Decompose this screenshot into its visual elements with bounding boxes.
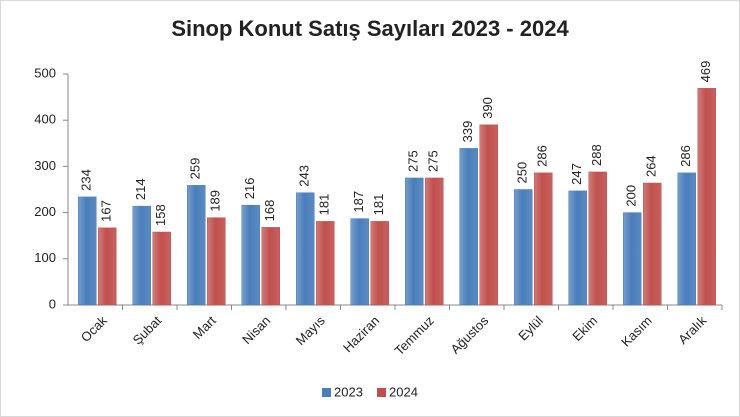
bar: [187, 185, 206, 306]
y-tick-label: 500: [34, 65, 56, 80]
data-label: 181: [317, 194, 332, 216]
bar: [350, 218, 369, 306]
data-label: 286: [535, 145, 550, 167]
data-label: 390: [480, 97, 495, 119]
data-label: 259: [188, 158, 203, 180]
legend-swatch: [377, 388, 386, 397]
data-label: 243: [297, 165, 312, 187]
data-label: 264: [644, 155, 659, 177]
data-label: 168: [262, 200, 277, 222]
bar: [405, 177, 424, 306]
data-label: 200: [624, 185, 639, 207]
data-label: 339: [460, 121, 475, 143]
bar: [425, 177, 444, 306]
data-label: 286: [678, 145, 693, 167]
data-label: 288: [589, 144, 604, 166]
bar: [78, 196, 97, 306]
data-label: 167: [99, 200, 114, 222]
bar: [261, 227, 280, 306]
bar: [459, 148, 478, 306]
data-label: 247: [569, 163, 584, 185]
bar: [534, 172, 553, 306]
data-label: 187: [351, 191, 366, 213]
legend-label: 2023: [334, 384, 363, 399]
y-tick-label: 0: [49, 296, 56, 311]
legend-label: 2024: [389, 384, 418, 399]
bar: [370, 221, 389, 306]
bar: [514, 189, 533, 306]
data-label: 216: [242, 178, 257, 200]
y-tick-label: 400: [34, 112, 56, 127]
chart-title: Sinop Konut Satış Sayıları 2023 - 2024: [171, 16, 569, 41]
y-tick-label: 300: [34, 158, 56, 173]
bar: [207, 217, 226, 306]
bar: [132, 205, 151, 306]
data-label: 275: [406, 150, 421, 172]
bar: [588, 171, 607, 306]
data-label: 275: [426, 150, 441, 172]
bar: [479, 124, 498, 306]
bar: [316, 221, 335, 306]
data-label: 181: [371, 194, 386, 216]
bar: [643, 182, 662, 306]
data-label: 214: [133, 178, 148, 200]
bar: [697, 88, 716, 306]
bar: [241, 204, 260, 306]
bar: [623, 212, 642, 306]
data-label: 189: [208, 190, 223, 212]
data-label: 469: [698, 61, 713, 83]
data-label: 250: [515, 162, 530, 184]
data-label: 234: [79, 169, 94, 191]
bar: [677, 172, 696, 306]
bar: [98, 227, 117, 306]
y-tick-label: 200: [34, 204, 56, 219]
bar: [152, 231, 171, 306]
legend-swatch: [322, 388, 331, 397]
bar: [568, 190, 587, 306]
bar: [296, 192, 315, 306]
y-tick-label: 100: [34, 250, 56, 265]
data-label: 158: [153, 204, 168, 226]
